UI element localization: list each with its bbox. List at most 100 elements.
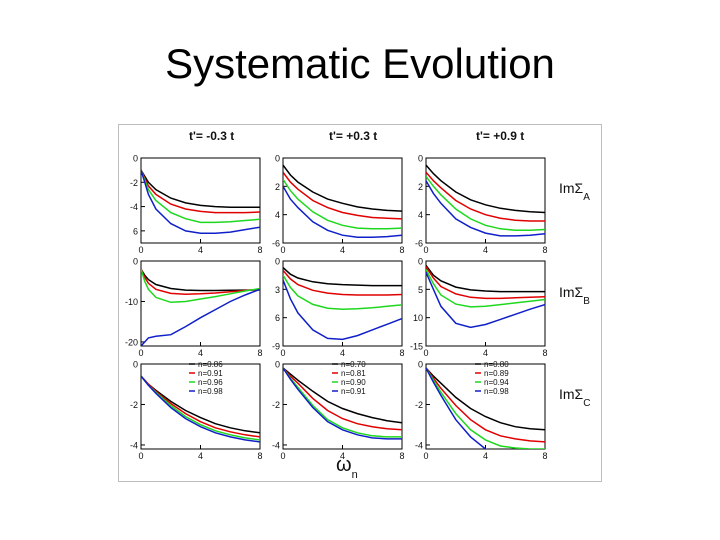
panel-0-0-ytick-label-0: 0: [133, 154, 138, 164]
panel-2-0-series-3: [141, 375, 260, 443]
panel-0-2-xtick-label-1: 4: [483, 245, 488, 255]
panel-0-0-xtick-label-2: 8: [257, 245, 262, 255]
panel-1-0-xtick-label-1: 4: [198, 348, 203, 358]
panel-0-2-series-2: [426, 175, 545, 232]
panel-1-0-series-1: [141, 268, 260, 295]
panel-1-1-xtick-label-0: 0: [280, 348, 285, 358]
panel-2-2-series-1: [426, 367, 545, 443]
panel-0-2-ytick-label-3: -6: [415, 239, 423, 249]
legend-label-1-1: n=0.81: [341, 369, 366, 378]
panel-1-2-series-3: [426, 272, 545, 329]
panel-1-0-ytick-label-1: -10: [125, 297, 138, 307]
panel-0-1-xtick-label-2: 8: [399, 245, 404, 255]
panel-0-2-xtick-label-2: 8: [542, 245, 547, 255]
panel-2-1-frame: [282, 363, 403, 450]
panel-0-0-ytick-label-2: -4: [130, 202, 138, 212]
panel-0-0-series-3: [141, 169, 260, 235]
legend-label-2-2: n=0.94: [484, 378, 509, 387]
panel-1-1-series-1: [283, 269, 402, 296]
figure-frame: t'= -0.3 t t'= +0.3 t t'= +0.9 t ImΣA ImΣB Im…: [118, 124, 602, 482]
panel-2-0-frame: [140, 363, 261, 450]
panel-2-1-xtick-label-1: 4: [340, 451, 345, 461]
panel-0-1-frame: [282, 157, 403, 244]
panel-2-2-frame: [425, 363, 546, 450]
panel-1-2-ytick-label-2: 10: [413, 313, 423, 323]
legend-label-1-2: n=0.90: [341, 378, 366, 387]
panel-1-0-ytick-label-2: -20: [125, 337, 138, 347]
panel-2-1-ytick-label-0: 0: [275, 360, 280, 370]
row-label-1: ImΣB: [559, 284, 590, 307]
panel-1-2-series-1: [426, 266, 545, 300]
panel-1-0-series-3: [141, 288, 260, 346]
panel-1-2-series-2: [426, 269, 545, 308]
legend-label-0-3: n=0.98: [198, 387, 223, 396]
panel-2-0-series-1: [141, 375, 260, 438]
panel-2-0-ytick-label-2: -4: [130, 440, 138, 450]
panel-0-2-ytick-label-1: 2: [418, 182, 423, 192]
panel-2-0-xtick-label-1: 4: [198, 451, 203, 461]
panel-2-1-xtick-label-2: 8: [399, 451, 404, 461]
panel-2-0-xtick-label-0: 0: [138, 451, 143, 461]
panel-2-1-series-0: [283, 367, 402, 424]
panel-1-0-ytick-label-0: 0: [133, 257, 138, 267]
legend-label-1-0: n=0.70: [341, 360, 366, 369]
panel-0-2-xtick-label-0: 0: [423, 245, 428, 255]
panel-1-2-xtick-label-0: 0: [423, 348, 428, 358]
panel-1-2-xtick-label-1: 4: [483, 348, 488, 358]
panel-2-1-xtick-label-0: 0: [280, 451, 285, 461]
panel-2-2-series-2: [426, 367, 545, 449]
panel-1-2-series-0: [426, 265, 545, 293]
legend-label-2-0: n=0.80: [484, 360, 509, 369]
panel-0-0-xtick-label-0: 0: [138, 245, 143, 255]
panel-0-1-ytick-label-1: 2: [275, 182, 280, 192]
panel-0-0-ytick-label-1: -2: [130, 178, 138, 188]
panel-0-0-series-0: [141, 169, 260, 208]
panel-0-0-series-1: [141, 169, 260, 214]
panel-2-0-ytick-label-1: -2: [130, 400, 138, 410]
panel-1-1-frame: [282, 260, 403, 347]
panel-2-0-ytick-label-0: 0: [133, 360, 138, 370]
panel-2-2-ytick-label-0: 0: [418, 360, 423, 370]
panel-0-1-ytick-label-3: -6: [272, 239, 280, 249]
panel-1-0-series-0: [141, 268, 260, 292]
panel-0-1-series-2: [283, 178, 402, 230]
panel-1-1-xtick-label-1: 4: [340, 348, 345, 358]
legend-label-2-1: n=0.89: [484, 369, 509, 378]
panel-0-0-frame: [140, 157, 261, 244]
panel-0-1-xtick-label-0: 0: [280, 245, 285, 255]
panel-0-0-series-2: [141, 169, 260, 224]
panel-0-1-ytick-label-2: 4: [275, 210, 280, 220]
panel-1-2-ytick-label-0: 0: [418, 257, 423, 267]
panel-1-2-ytick-label-1: 5: [418, 285, 423, 295]
panel-2-1-series-1: [283, 367, 402, 431]
panel-0-2-ytick-label-2: 4: [418, 210, 423, 220]
panel-2-2-series-3: [426, 367, 488, 449]
panel-2-1-ytick-label-2: -4: [272, 440, 280, 450]
chart-grid: t'= -0.3 t t'= +0.3 t t'= +0.9 t ImΣA ImΣB Im…: [125, 129, 590, 481]
panel-2-2-ytick-label-2: -4: [415, 440, 423, 450]
panel-0-2-series-1: [426, 171, 545, 222]
legend-label-0-1: n=0.91: [198, 369, 223, 378]
panel-2-2-series-0: [426, 367, 545, 431]
panel-1-2-frame: [425, 260, 546, 347]
panel-1-1-series-0: [283, 267, 402, 287]
panel-0-1-ytick-label-0: 0: [275, 154, 280, 164]
panel-0-1-xtick-label-1: 4: [340, 245, 345, 255]
panel-0-0-xtick-label-1: 4: [198, 245, 203, 255]
panel-2-1-series-2: [283, 367, 402, 438]
legend-label-0-0: n=0.86: [198, 360, 223, 369]
panel-0-2-series-0: [426, 164, 545, 214]
panel-1-0-frame: [140, 260, 261, 347]
panel-1-1-xtick-label-2: 8: [399, 348, 404, 358]
panel-1-0-series-2: [141, 268, 260, 304]
panel-0-2-ytick-label-0: 0: [418, 154, 423, 164]
panel-1-1-ytick-label-0: 0: [275, 257, 280, 267]
column-title-0: t'= -0.3 t: [189, 129, 234, 143]
panel-1-1-series-2: [283, 274, 402, 310]
panel-0-2-series-3: [426, 180, 545, 237]
panel-1-0-xtick-label-0: 0: [138, 348, 143, 358]
legend-label-1-3: n=0.91: [341, 387, 366, 396]
panel-1-1-series-3: [283, 279, 402, 341]
row-label-2: ImΣC: [559, 386, 590, 409]
panel-0-1-series-3: [283, 185, 402, 239]
